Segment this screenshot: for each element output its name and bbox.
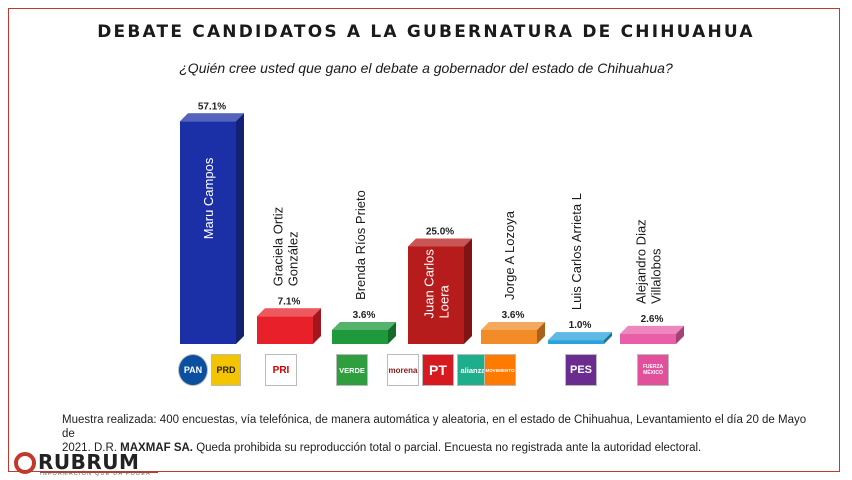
alianza-logo: alianza — [457, 354, 489, 386]
bar — [257, 316, 313, 344]
logo-underline — [40, 472, 158, 473]
pan-logo: PAN — [178, 354, 208, 386]
chart-subtitle: ¿Quién cree usted que gano el debate a g… — [179, 60, 673, 76]
party-group-maru: PAN PRD — [178, 354, 241, 388]
category-label: Villalobos — [649, 248, 664, 304]
fxm-logo: FUERZA MÉXICO — [637, 354, 669, 386]
category-label: Maru Campos — [201, 157, 216, 239]
data-label: 7.1% — [278, 296, 301, 307]
bar-top-highlight — [548, 332, 612, 341]
bar — [620, 333, 676, 344]
mc-logo: MOVIMIENTO — [484, 354, 516, 386]
footnote-line-2: 2021. D.R. MAXMAF SA. Queda prohibida su… — [62, 442, 702, 454]
party-group-graciela: PRI — [265, 354, 297, 388]
chart-title: DEBATE CANDIDATOS A LA GUBERNATURA DE CH… — [97, 22, 755, 42]
data-label: 2.6% — [641, 314, 664, 325]
category-label: Luis Carlos Arrieta L — [569, 193, 584, 310]
party-group-jorge: MOVIMIENTO — [484, 354, 516, 388]
bar-top-highlight — [408, 238, 472, 247]
category-label: Brenda Ríos Prieto — [353, 190, 368, 300]
bar-top-highlight — [620, 325, 684, 334]
bar — [332, 329, 388, 344]
bar-top — [548, 332, 612, 341]
bar-top-highlight — [180, 113, 244, 122]
bar-side — [676, 325, 684, 344]
bar-top-highlight — [481, 321, 545, 330]
bar-top — [620, 325, 684, 334]
category-label: Graciela Ortiz — [271, 207, 286, 286]
data-label: 57.1% — [198, 101, 226, 112]
logo-name: RUBRUM — [38, 450, 140, 474]
bar-chart: 57.1% Maru Campos 7.1% Graciela Ortiz Gonzál… — [180, 101, 684, 344]
footnote-line-1: Muestra realizada: 400 encuestas, vía te… — [62, 414, 807, 440]
logo-tagline: INFORMACIÓN QUE DA PODER — [40, 471, 152, 477]
pt-logo: PT — [422, 354, 454, 386]
bar-top — [180, 113, 244, 122]
category-label: Juan Carlos — [422, 249, 437, 319]
bar-top — [408, 238, 472, 247]
category-label: Alejandro Diaz — [634, 219, 649, 304]
data-label: 25.0% — [426, 227, 454, 238]
bar-side — [236, 113, 244, 344]
bar-side — [604, 332, 612, 344]
pri-logo: PRI — [265, 354, 297, 386]
party-group-juan: morena PT alianza — [387, 354, 489, 388]
logo-circle-icon — [14, 452, 36, 474]
bar — [180, 121, 236, 344]
bar-side — [537, 321, 545, 344]
bar-side — [464, 238, 472, 344]
bar — [408, 246, 464, 344]
bar — [548, 340, 604, 344]
party-group-brenda: VERDE — [336, 354, 368, 388]
pes-logo: PES — [565, 354, 597, 386]
bar — [481, 329, 537, 344]
data-label: 1.0% — [569, 320, 592, 331]
frame-border — [8, 8, 840, 472]
data-label: 3.6% — [502, 310, 525, 321]
morena-logo: morena — [387, 354, 419, 386]
bar-top-highlight — [257, 308, 321, 317]
prd-logo: PRD — [211, 354, 241, 386]
bar-side — [313, 308, 321, 344]
footnote: Muestra realizada: 400 encuestas, vía te… — [62, 413, 822, 455]
bar-top — [257, 308, 321, 317]
party-group-luis: PES — [565, 354, 597, 388]
category-label: González — [286, 231, 301, 286]
category-label: Loera — [437, 284, 452, 318]
bar-top — [332, 321, 396, 330]
category-label: Jorge A Lozoya — [502, 210, 517, 300]
bar-side — [388, 321, 396, 344]
bar-top — [481, 321, 545, 330]
bar-top-highlight — [332, 321, 396, 330]
data-label: 3.6% — [353, 310, 376, 321]
verde-logo: VERDE — [336, 354, 368, 386]
party-group-alejandro: FUERZA MÉXICO — [637, 354, 669, 388]
rubrum-logo: RUBRUM INFORMACIÓN QUE DA PODER — [14, 450, 194, 478]
